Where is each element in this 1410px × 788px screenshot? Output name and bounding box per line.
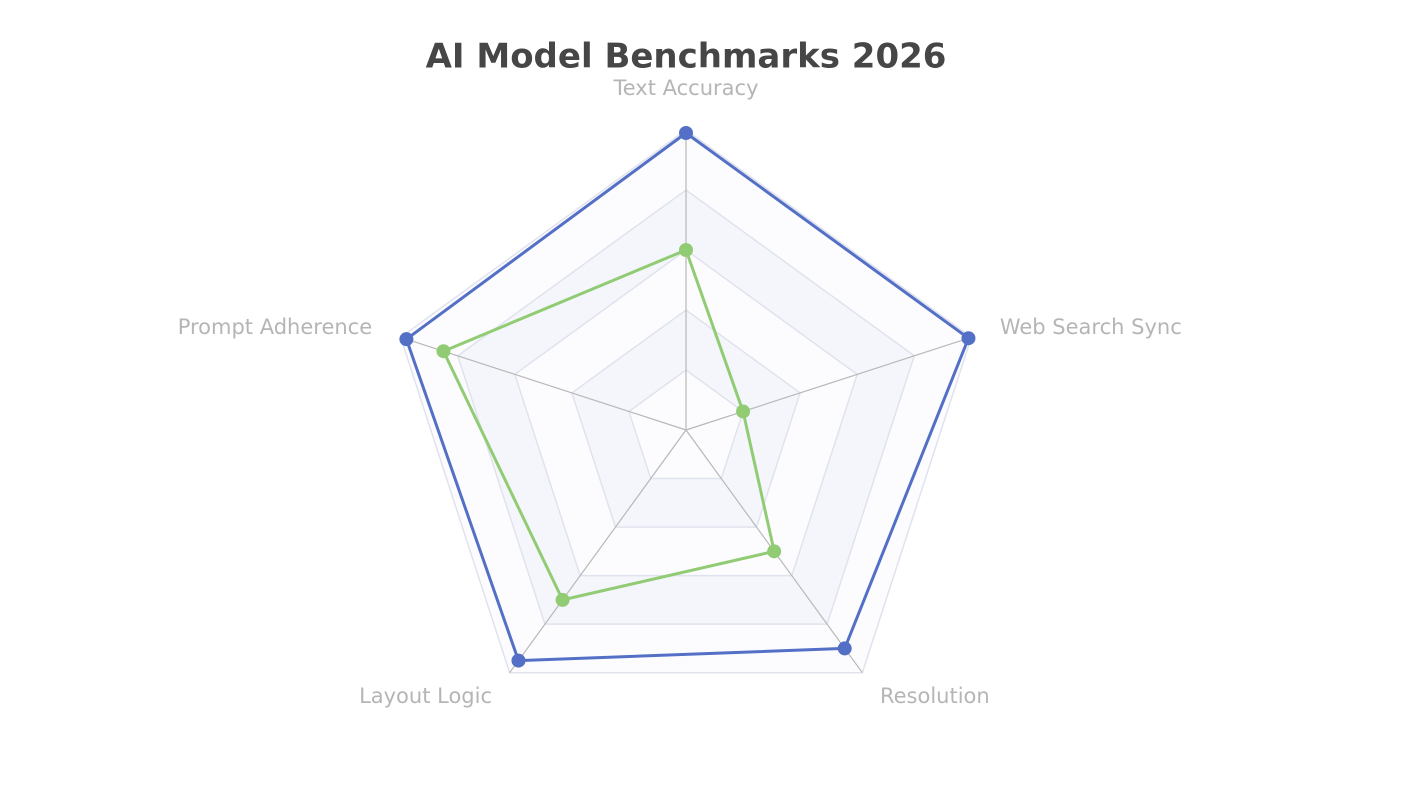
axis-line — [509, 429, 687, 674]
grid-line — [399, 129, 973, 674]
data-point — [511, 653, 526, 668]
axis-label: Web Search Sync — [1000, 315, 1182, 339]
axis-line — [685, 336, 972, 431]
axis-label: Prompt Adherence — [178, 315, 372, 339]
data-point — [436, 344, 451, 359]
grid-line — [628, 369, 744, 480]
axis-label: Resolution — [880, 684, 990, 708]
data-point — [837, 641, 852, 656]
grid-line — [513, 249, 859, 577]
data-point — [399, 332, 414, 347]
data-point — [555, 592, 570, 607]
axis-label: Text Accuracy — [612, 76, 758, 100]
data-point — [679, 243, 693, 257]
data-point — [679, 126, 693, 140]
series-line — [404, 131, 970, 663]
data-point — [767, 544, 782, 559]
data-point — [961, 331, 976, 346]
grid-line — [570, 309, 802, 528]
axis-label: Layout Logic — [359, 684, 492, 708]
chart-title: AI Model Benchmarks 2026 — [426, 37, 947, 77]
data-point — [736, 404, 751, 419]
series-line — [441, 248, 776, 602]
